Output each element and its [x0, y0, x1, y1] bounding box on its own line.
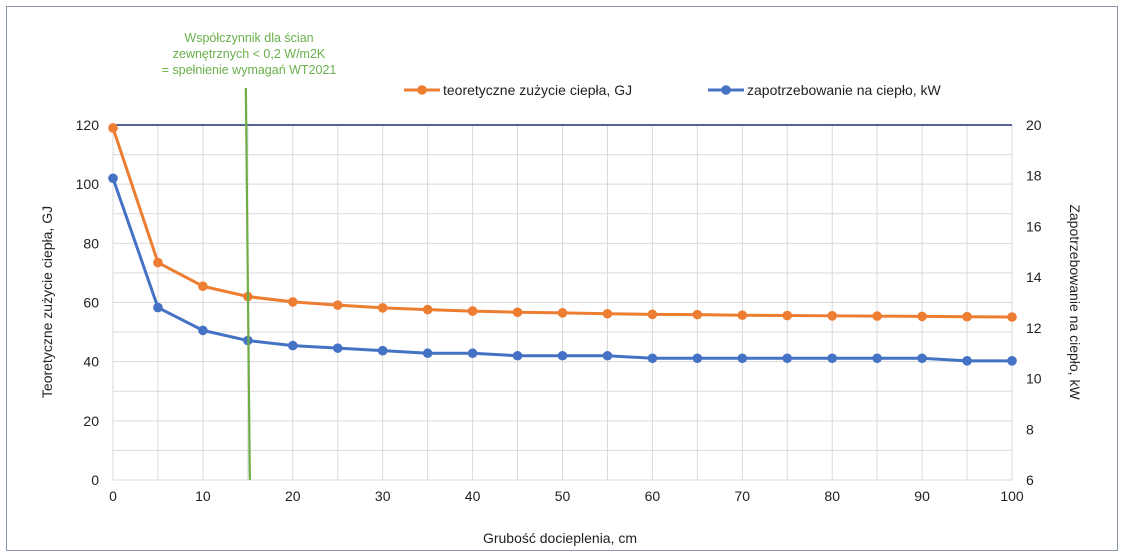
- series-2-point: [827, 353, 837, 364]
- y-left-tick-label: 0: [91, 472, 99, 488]
- x-tick-label: 40: [465, 488, 481, 504]
- y-left-tick-label: 20: [83, 413, 99, 429]
- x-axis-title: Grubość docieplenia, cm: [483, 530, 637, 546]
- y-axis-left-title: Teoretyczne zużycie ciepła, GJ: [39, 206, 55, 398]
- x-tick-label: 20: [285, 488, 301, 504]
- annotation-text: Współczynnik dla ścian: [184, 31, 313, 45]
- series-1-point: [737, 310, 748, 321]
- series-2-point: [647, 353, 658, 364]
- series-1-point: [377, 303, 388, 313]
- series-1-point: [1007, 312, 1017, 322]
- y-right-tick-label: 18: [1026, 168, 1042, 184]
- legend-marker-1: [417, 85, 427, 95]
- series-2-point: [377, 345, 388, 356]
- x-tick-label: 70: [735, 488, 751, 504]
- x-tick-label: 80: [824, 488, 840, 504]
- y-right-tick-label: 8: [1026, 421, 1034, 437]
- series-1-point: [827, 311, 837, 321]
- annotation-group: Współczynnik dla ścian zewnętrznych < 0,2…: [162, 31, 337, 481]
- series-1-point: [557, 308, 568, 318]
- series-1-point: [467, 306, 478, 316]
- series-1-point: [917, 311, 927, 322]
- x-tick-label: 50: [555, 488, 571, 504]
- series-2-point: [872, 353, 882, 364]
- x-tick-label: 30: [375, 488, 391, 504]
- annotation-text: zewnętrznych < 0,2 W/m2K: [173, 47, 326, 61]
- y-right-tick-label: 20: [1026, 117, 1042, 133]
- annotation-line: [244, 87, 251, 481]
- y-left-tick-label: 40: [83, 354, 99, 370]
- tick-labels: 0 10 20 30 40 50 60 70 80 90 100 0 20 40 60 80 100 120 6 8 1…: [76, 117, 1042, 504]
- y-right-tick-label: 6: [1026, 472, 1034, 488]
- y-left-tick-label: 120: [76, 117, 100, 133]
- series-2-point: [332, 343, 343, 353]
- legend: teoretyczne zużycie ciepła, GJ zapotrzebo…: [404, 82, 942, 98]
- annotation-text: = spełnienie wymagań WT2021: [162, 63, 337, 77]
- series-2-point: [917, 353, 927, 364]
- y-right-tick-label: 14: [1026, 269, 1042, 285]
- series-1-point: [692, 309, 703, 320]
- series-1-point: [782, 310, 793, 321]
- series-1-point: [422, 304, 433, 315]
- series-2-point: [962, 356, 972, 366]
- y-axis-right-title: Zapotrzebowanie na ciepło, kW: [1067, 204, 1083, 400]
- series-2-point: [512, 350, 523, 361]
- y-left-tick-label: 100: [76, 176, 100, 192]
- series-1-point: [512, 307, 523, 318]
- x-tick-label: 0: [109, 488, 117, 504]
- y-right-tick-label: 16: [1026, 218, 1042, 234]
- series-2-point: [422, 348, 433, 359]
- series-2-point: [692, 353, 703, 364]
- series-1-point: [332, 300, 343, 310]
- series-1-point: [962, 311, 972, 322]
- legend-label-2: zapotrzebowanie na ciepło, kW: [747, 82, 942, 98]
- legend-label-1: teoretyczne zużycie ciepła, GJ: [443, 82, 632, 98]
- x-tick-label: 90: [914, 488, 930, 504]
- y-right-tick-label: 10: [1026, 371, 1042, 387]
- series-1-point: [153, 257, 163, 268]
- series-2-point: [108, 173, 118, 184]
- series-1-point: [647, 309, 658, 320]
- series-2-point: [557, 350, 568, 361]
- x-tick-label: 100: [1000, 488, 1024, 504]
- series-2-point: [782, 353, 793, 364]
- series-1-point: [198, 281, 208, 292]
- series-2-point: [198, 325, 208, 336]
- y-left-tick-label: 60: [83, 295, 99, 311]
- x-tick-label: 60: [645, 488, 661, 504]
- x-tick-label: 10: [195, 488, 211, 504]
- series-2-point: [288, 340, 298, 351]
- y-right-tick-label: 12: [1026, 320, 1042, 336]
- series-1-point: [602, 308, 613, 319]
- series-1-point: [288, 297, 298, 307]
- series-1-point: [108, 123, 118, 133]
- series-group: [108, 123, 1017, 366]
- series-2-point: [153, 302, 163, 313]
- series-2-point: [602, 350, 613, 361]
- series-2-point: [737, 353, 748, 364]
- y-left-tick-label: 80: [83, 235, 99, 251]
- legend-marker-2: [721, 85, 731, 95]
- series-2-point: [467, 348, 478, 359]
- series-2-point: [1007, 356, 1017, 366]
- series-1-point: [872, 311, 882, 321]
